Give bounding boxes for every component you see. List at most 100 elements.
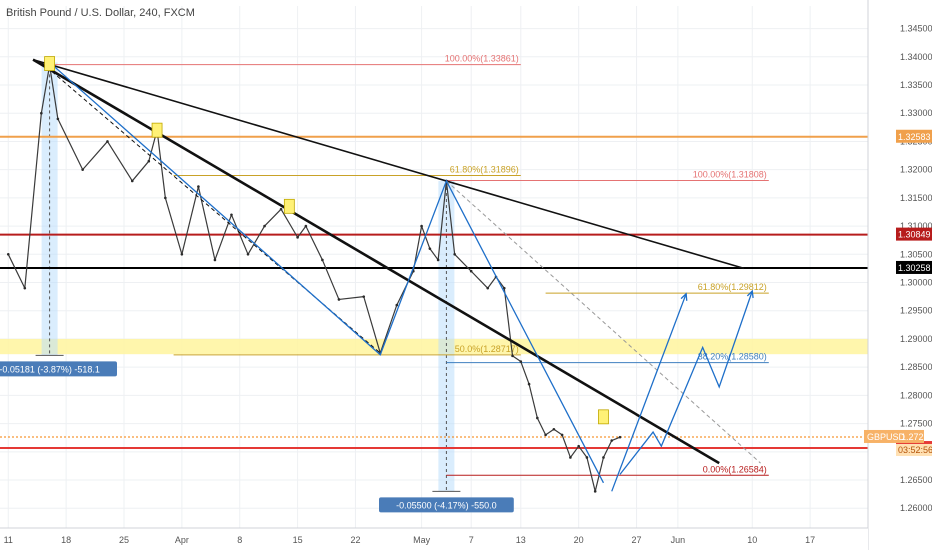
price-point <box>527 382 531 386</box>
fib-label: 61.80%(1.29812) <box>698 282 767 292</box>
zone-layer <box>0 338 868 355</box>
time-tick-label: Apr <box>175 535 189 545</box>
price-point <box>577 444 580 448</box>
projection-arrowhead <box>746 289 754 299</box>
price-point <box>362 295 366 298</box>
time-axis-bg <box>0 528 868 550</box>
price-tick-label: 1.28000 <box>900 390 932 400</box>
time-tick-label: 18 <box>61 535 71 545</box>
level-tag-bg <box>896 129 932 143</box>
fib-label: 61.80%(1.31896) <box>450 165 519 175</box>
level-tag-text: 1.32583 <box>898 132 931 142</box>
price-point <box>453 253 456 256</box>
price-point <box>511 354 514 358</box>
projection-path <box>619 290 753 475</box>
price-point <box>279 207 283 211</box>
price-point <box>213 258 217 262</box>
fib-label: 100.00%(1.31808) <box>693 169 767 179</box>
chart-title: British Pound / U.S. Dollar, 240, FXCM <box>6 7 195 19</box>
time-tick-label: 20 <box>574 535 584 545</box>
horizontal-levels <box>0 135 868 450</box>
time-tick-label: 27 <box>632 535 642 545</box>
measure-range <box>438 180 455 492</box>
price-point <box>544 433 547 437</box>
level-tag-bg <box>896 260 932 274</box>
price-point <box>569 456 572 459</box>
time-tick-label: 17 <box>805 535 815 545</box>
price-point <box>519 360 523 363</box>
measure-label: -0.05500 (-4.17%) -550.0 <box>379 497 514 513</box>
price-point <box>618 435 622 439</box>
time-tick-label: 25 <box>119 535 129 545</box>
level-tag-text: 1.30258 <box>898 263 931 273</box>
highlight-box <box>283 198 295 214</box>
price-tick-label: 1.30500 <box>900 249 932 259</box>
time-tick-label: 7 <box>469 535 474 545</box>
time-tick-label: 8 <box>237 535 242 545</box>
level-tag-text: 1.30849 <box>898 230 931 240</box>
price-point <box>585 456 589 459</box>
measure-label: -0.05181 (-3.87%) -518.1 <box>0 361 117 377</box>
countdown-text: 03:52:56 <box>898 445 932 455</box>
level-tag: 1.30258 <box>896 260 932 274</box>
price-point <box>593 490 597 493</box>
price-point <box>246 253 250 256</box>
price-point <box>552 427 556 431</box>
fib-label: 100.00%(1.33861) <box>445 54 519 64</box>
price-point <box>106 140 109 143</box>
symbol-tag-value: 1.27263 <box>901 432 932 442</box>
price-tick-label: 1.32000 <box>900 165 932 175</box>
price-point <box>130 179 134 183</box>
wave-paths <box>49 61 754 492</box>
price-tick-label: 1.28500 <box>900 362 932 372</box>
price-tick-label: 1.30000 <box>900 278 932 288</box>
time-tick-label: 11 <box>4 535 13 545</box>
price-point <box>428 247 432 250</box>
price-point <box>321 258 324 262</box>
projection-arrowhead <box>680 292 688 301</box>
price-point <box>164 196 167 200</box>
symbol-tag-text: GBPUSD <box>867 432 906 442</box>
price-tick-label: 1.31500 <box>900 193 932 203</box>
countdown-bg <box>896 443 932 456</box>
highlight-box <box>151 122 163 138</box>
trendline <box>32 58 745 270</box>
price-point <box>23 286 27 290</box>
time-tick-label: 10 <box>747 535 757 545</box>
price-point <box>610 439 614 442</box>
price-tick-label: 1.27500 <box>900 419 932 429</box>
price-axis-bg <box>868 0 932 550</box>
price-point <box>395 303 399 307</box>
price-point <box>56 117 60 121</box>
measure-label-bg <box>379 497 514 513</box>
measure-label-bg <box>0 361 117 377</box>
measurement-layer: -0.05181 (-3.87%) -518.1 -0.05500 (-4.17%… <box>0 62 514 513</box>
price-point <box>81 168 84 171</box>
price-point <box>486 286 490 290</box>
support-zone <box>0 338 868 355</box>
level-tag-bg <box>896 227 932 241</box>
price-point <box>337 298 341 301</box>
price-point <box>502 286 506 290</box>
price-point <box>197 185 200 188</box>
level-tag: 1.30849 <box>896 227 932 241</box>
time-tick-label: May <box>413 535 431 545</box>
fib-label: 38.20%(1.28580) <box>698 352 767 362</box>
price-point <box>296 236 299 239</box>
price-point <box>436 258 440 262</box>
trendline <box>446 180 761 464</box>
price-tick-label: 1.31000 <box>900 221 932 231</box>
price-tick-label: 1.34000 <box>900 52 932 62</box>
highlight-boxes <box>44 56 609 425</box>
price-point <box>536 416 539 420</box>
symbol-tag-bg <box>864 429 924 443</box>
trendline <box>32 58 720 465</box>
wave-path <box>49 61 605 484</box>
fib-label: 0.00%(1.26584) <box>703 464 767 474</box>
highlight-box <box>44 56 55 71</box>
time-tick-label: 13 <box>516 535 526 545</box>
price-series <box>6 63 622 493</box>
price-tick-label: 1.33500 <box>900 80 932 90</box>
